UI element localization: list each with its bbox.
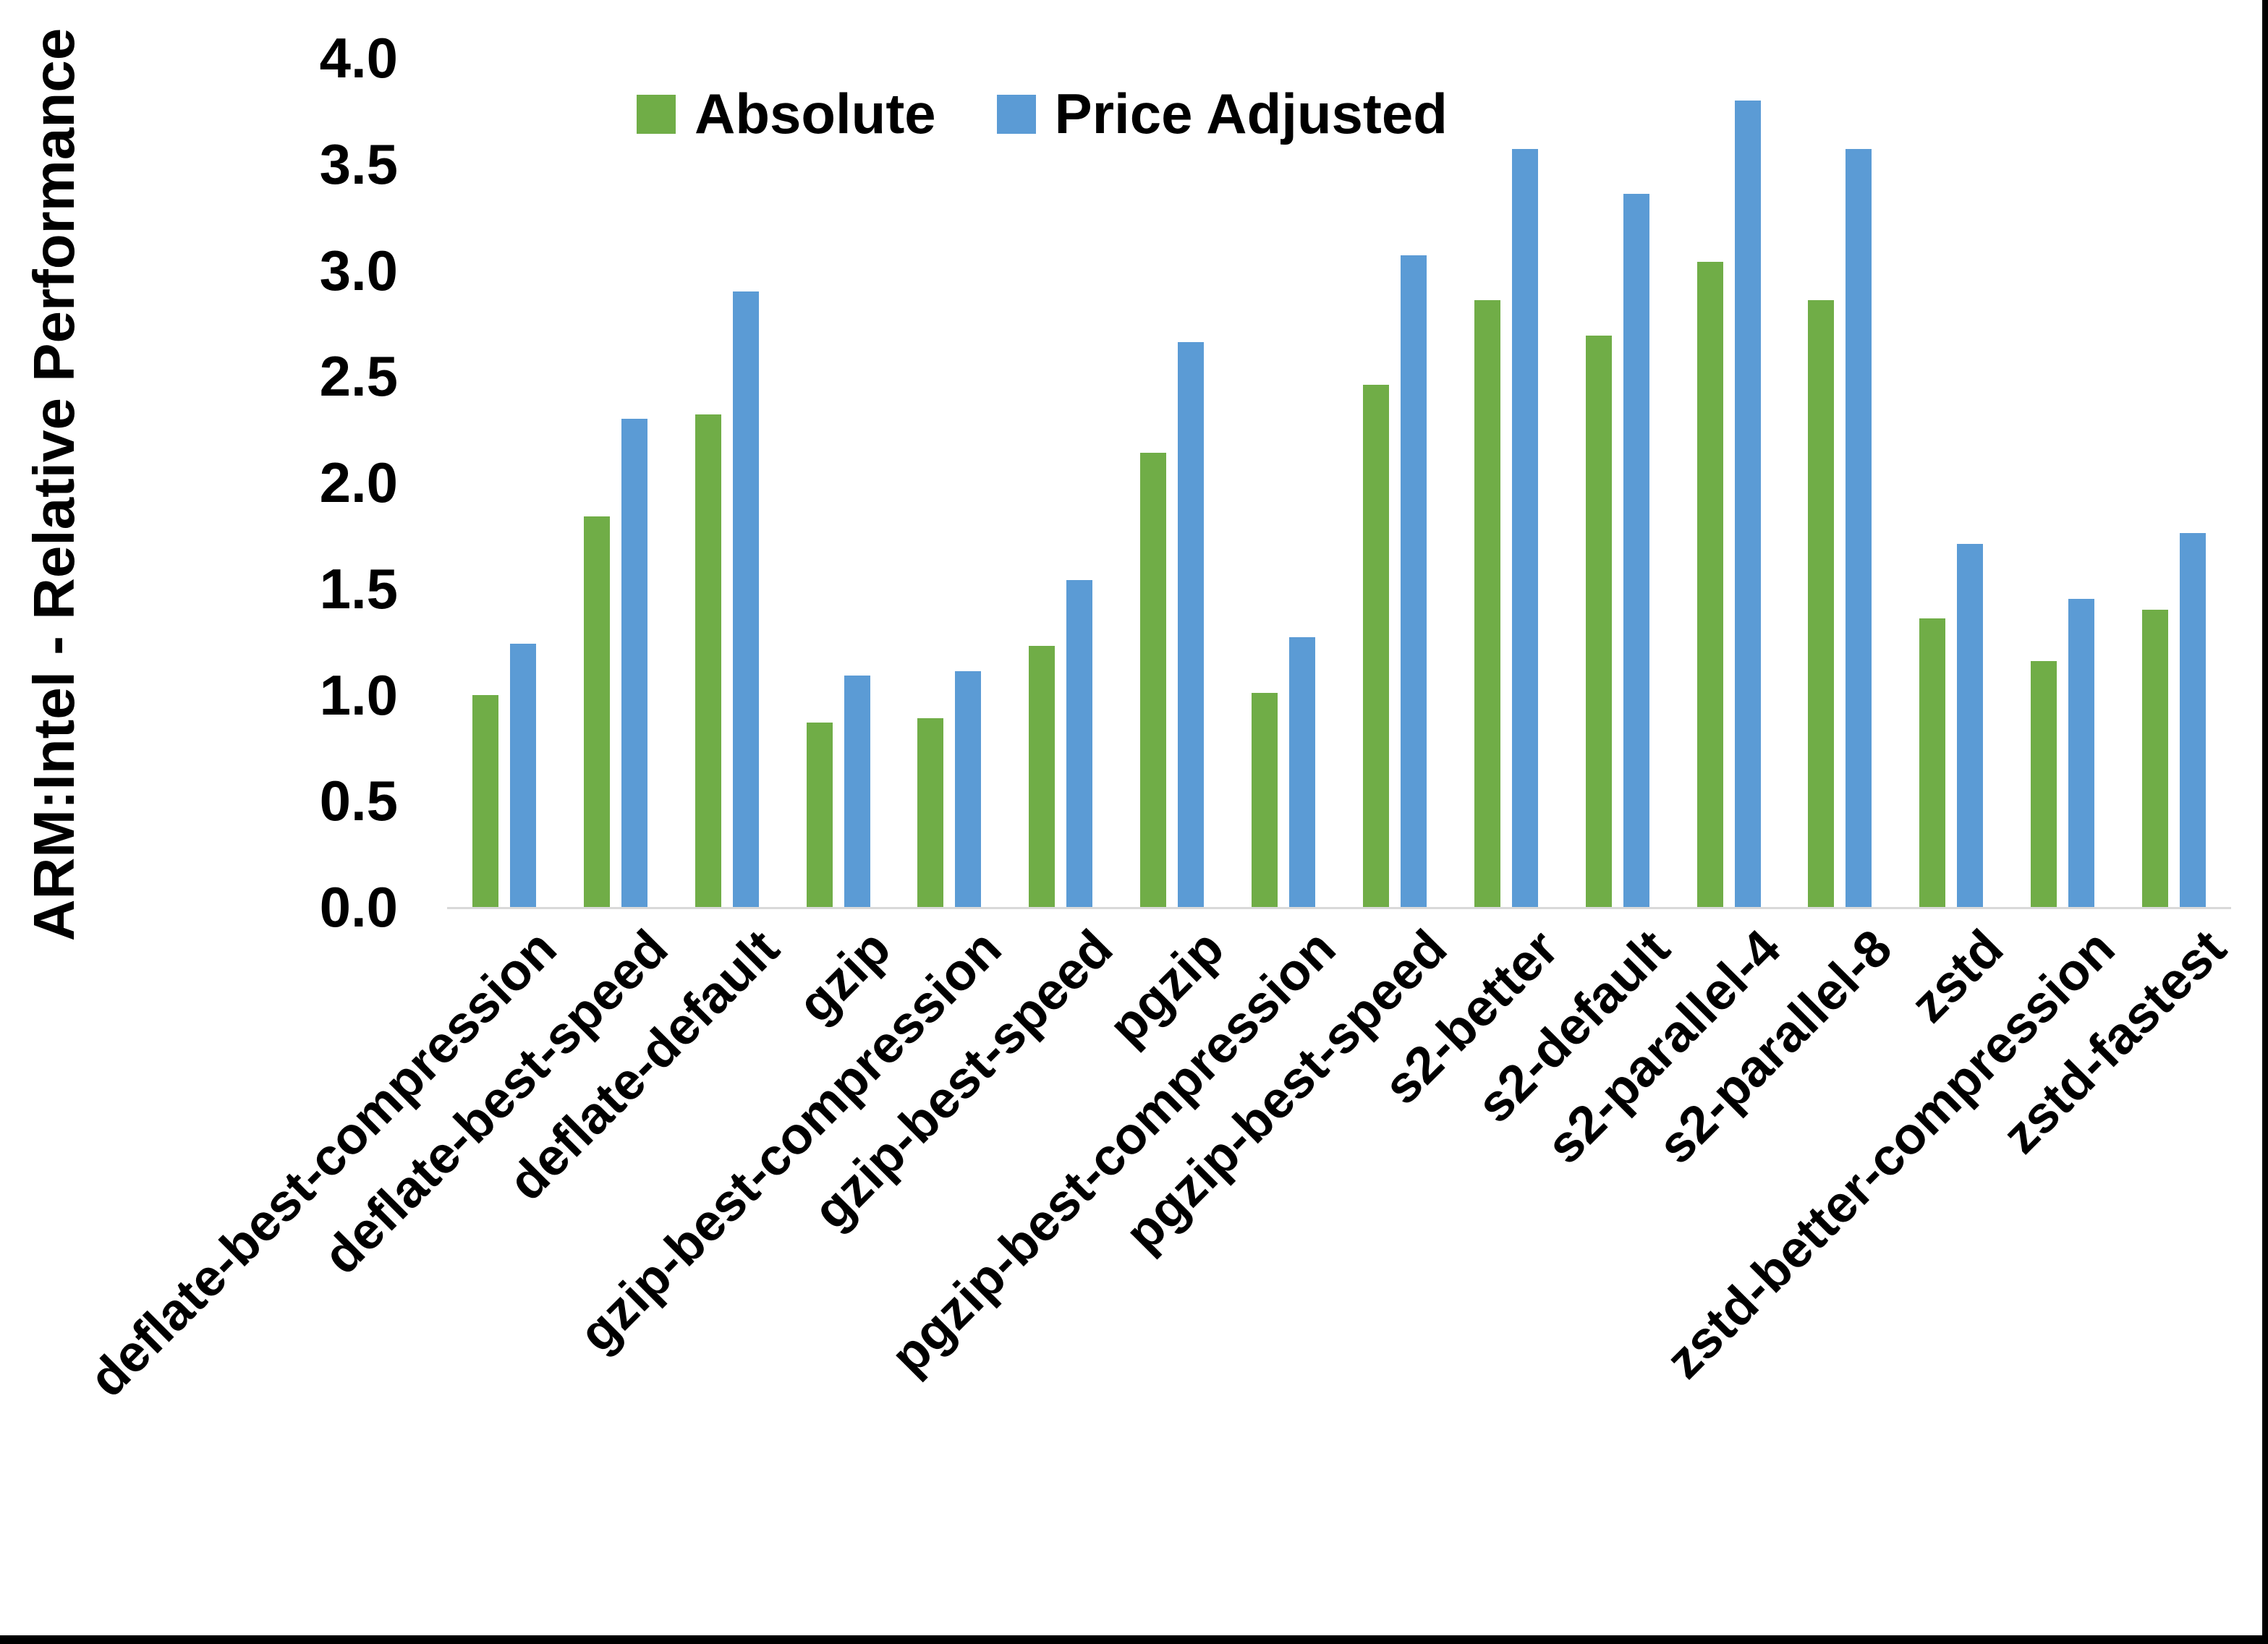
bar-absolute-deflate-best-speed <box>583 516 610 907</box>
bar-absolute-s2-better <box>1474 299 1500 907</box>
y-axis-tick-label: 3.0 <box>319 238 398 302</box>
bar-price-adjusted-deflate-default <box>732 291 759 907</box>
bar-price-adjusted-deflate-best-compression <box>509 644 536 907</box>
bar-price-adjusted-zstd <box>1957 544 1984 907</box>
bar-price-adjusted-zstd-fastest <box>2180 533 2207 907</box>
legend-label-price-adjusted: Price Adjusted <box>1054 82 1448 145</box>
y-axis-tick-label: 4.0 <box>319 26 398 90</box>
y-axis-tick-label: 2.5 <box>319 344 398 409</box>
y-axis-tick-label: 0.0 <box>319 875 398 939</box>
bar-absolute-gzip-best-compression <box>917 717 944 907</box>
y-axis-tick-label: 2.0 <box>319 451 398 514</box>
y-axis-tick-label: 1.5 <box>319 556 398 621</box>
legend-swatch-price-adjusted <box>996 94 1036 134</box>
bar-absolute-gzip <box>806 722 833 907</box>
y-axis-tick-label: 3.5 <box>319 132 398 196</box>
bar-price-adjusted-gzip-best-compression <box>955 671 982 907</box>
bar-price-adjusted-pgzip-best-compression <box>1289 637 1316 907</box>
bar-price-adjusted-s2-default <box>1623 193 1649 907</box>
bar-absolute-zstd <box>1919 618 1946 907</box>
bar-price-adjusted-gzip <box>844 676 870 907</box>
screen-right-edge <box>2262 0 2268 1644</box>
x-axis-line <box>447 907 2231 909</box>
bar-absolute-deflate-best-compression <box>472 694 498 907</box>
y-axis-title: ARM:Intel - Relative Performance <box>22 27 86 942</box>
legend-swatch-absolute <box>637 94 676 134</box>
y-axis-tick-label: 1.0 <box>319 663 398 727</box>
bar-absolute-s2-default <box>1585 336 1612 907</box>
x-axis-label-deflate-best-compression: deflate-best-compression <box>78 919 568 1408</box>
bar-price-adjusted-s2-better <box>1511 149 1538 907</box>
bar-price-adjusted-zstd-better-compression <box>2068 599 2095 907</box>
bar-price-adjusted-gzip-best-speed <box>1066 580 1093 907</box>
bar-absolute-pgzip-best-speed <box>1362 384 1389 907</box>
bar-absolute-pgzip <box>1140 452 1167 907</box>
bar-absolute-zstd-better-compression <box>2031 660 2057 907</box>
bar-price-adjusted-pgzip-best-speed <box>1400 255 1427 907</box>
bar-price-adjusted-deflate-best-speed <box>621 418 647 907</box>
bar-price-adjusted-s2-parallel-8 <box>1846 149 1872 907</box>
bar-price-adjusted-pgzip <box>1178 342 1205 907</box>
bar-price-adjusted-s2-parallel-4 <box>1734 100 1761 907</box>
screen-bottom-edge <box>0 1635 2268 1644</box>
bar-absolute-zstd-fastest <box>2142 610 2169 907</box>
bar-absolute-pgzip-best-compression <box>1252 692 1278 907</box>
bar-absolute-gzip-best-speed <box>1029 645 1056 907</box>
legend-label-absolute: Absolute <box>695 82 936 145</box>
legend: Absolute Price Adjusted <box>637 81 1448 147</box>
bar-absolute-s2-parallel-8 <box>1808 299 1835 907</box>
y-axis-tick-label: 0.5 <box>319 769 398 833</box>
bar-absolute-s2-parallel-4 <box>1696 261 1723 907</box>
bar-absolute-deflate-default <box>695 414 721 907</box>
